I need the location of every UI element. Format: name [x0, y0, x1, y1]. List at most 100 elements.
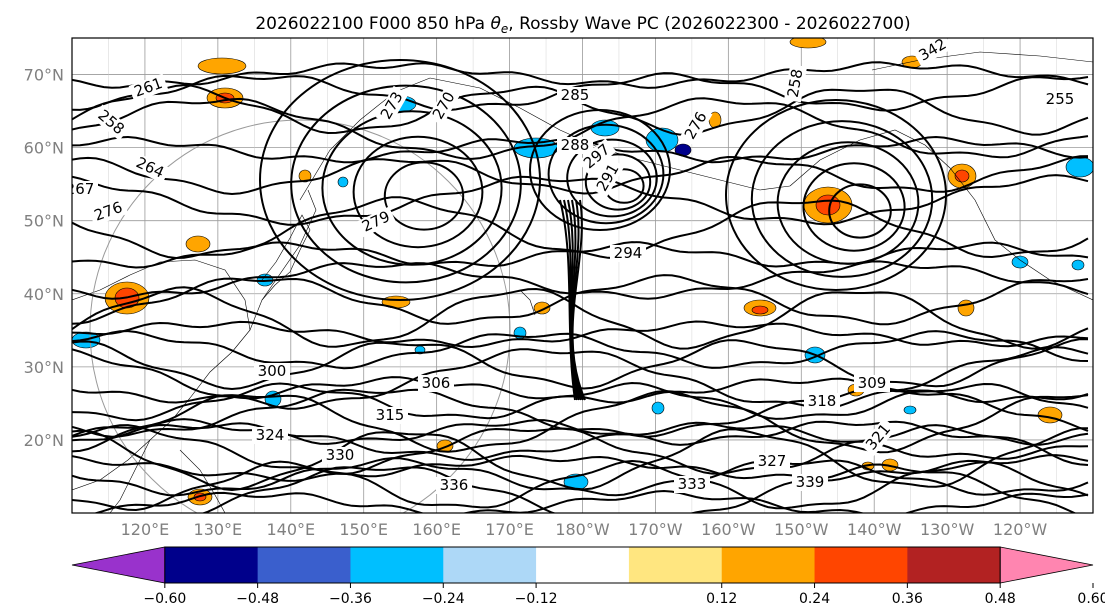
- colorbar-frame: [164, 546, 1001, 584]
- reference-circle: [89, 119, 511, 513]
- longitude-label: 120°E: [121, 520, 170, 539]
- latitude-label: 70°N: [24, 66, 64, 85]
- contour-label: 294: [614, 244, 643, 262]
- closed-contour: [725, 99, 947, 291]
- shaded-anomaly-region: [185, 235, 211, 253]
- contour-line: [72, 274, 1089, 326]
- contour-label: 255: [1046, 90, 1075, 108]
- shaded-anomaly-region: [789, 38, 827, 49]
- coastline: [261, 189, 317, 301]
- contour-label-background: [557, 87, 593, 104]
- contour-label-background: [674, 476, 710, 493]
- contour-line: [72, 72, 1089, 112]
- contour-line: [72, 97, 1089, 160]
- longitude-label: 130°W: [920, 520, 975, 539]
- shaded-anomaly-region: [1011, 255, 1029, 269]
- closed-contour: [259, 59, 541, 301]
- colorbar-tick-label: 0.12: [706, 591, 737, 606]
- colorbar-segment: [257, 547, 351, 583]
- contour-label-background: [754, 453, 790, 470]
- latitude-label: 20°N: [24, 431, 64, 450]
- contour-line: [72, 155, 1089, 196]
- contour-label: 324: [256, 426, 285, 444]
- closed-contour: [776, 141, 920, 265]
- contour-label-background: [1042, 91, 1078, 108]
- contour-label: 336: [440, 476, 469, 494]
- contour-label: 288: [561, 136, 590, 154]
- contour-label-background: [129, 152, 170, 184]
- closed-contour: [750, 120, 934, 278]
- contour-label-background: [72, 181, 98, 198]
- contour-label-background: [372, 407, 408, 424]
- closed-contour: [547, 123, 665, 225]
- colorbar-extend-high: [999, 546, 1094, 584]
- longitude-label: 140°E: [266, 520, 315, 539]
- contour-label: 267: [66, 180, 95, 198]
- colorbar-tick-label: 0.60: [1077, 591, 1105, 606]
- shaded-anomaly-region: [1065, 156, 1093, 178]
- latitude-label: 60°N: [24, 139, 64, 158]
- longitude-label: 120°W: [993, 520, 1048, 539]
- longitude-label: 130°E: [194, 520, 243, 539]
- latitude-label: 40°N: [24, 285, 64, 304]
- latitude-label: 30°N: [24, 358, 64, 377]
- contour-label: 318: [808, 392, 837, 410]
- colorbar-tick-label: −0.48: [236, 591, 279, 606]
- coastline: [519, 289, 536, 316]
- coastline: [299, 77, 431, 201]
- colorbar-segment: [350, 547, 444, 583]
- closed-contour: [828, 183, 892, 239]
- contour-label: 315: [376, 406, 405, 424]
- latitude-labels: 70°N 60°N 50°N 40°N 30°N 20°N: [24, 66, 64, 450]
- colorbar-extend-low: [71, 546, 166, 584]
- shaded-anomaly-region: [197, 57, 247, 75]
- closed-contour: [566, 138, 658, 218]
- contour-label-background: [679, 105, 713, 146]
- longitude-label: 170°E: [485, 520, 534, 539]
- contour-label-background: [252, 427, 288, 444]
- contour-label-background: [91, 104, 131, 141]
- contour-label: 258: [784, 67, 807, 98]
- closed-contour: [383, 161, 465, 231]
- contour-label-background: [804, 393, 840, 410]
- contour-label-background: [860, 417, 897, 457]
- shaded-anomaly-region: [954, 169, 970, 183]
- trough-contour: [571, 199, 586, 401]
- closed-contour: [584, 153, 652, 211]
- latitude-label: 50°N: [24, 212, 64, 231]
- contour-label-background: [418, 375, 454, 392]
- contour-line: [92, 489, 1089, 513]
- contour-line: [72, 389, 1089, 454]
- colorbar-segment: [721, 547, 816, 583]
- coastline: [72, 259, 251, 491]
- colorbar-tick-label: −0.36: [329, 591, 372, 606]
- contour-label-background: [436, 477, 472, 494]
- contour-label: 327: [758, 452, 787, 470]
- longitude-label: 140°W: [847, 520, 902, 539]
- contour-label-background: [88, 197, 129, 226]
- contour-label: 306: [422, 374, 451, 392]
- theta-e-contours: [72, 59, 1089, 513]
- closed-contour: [321, 110, 503, 266]
- contour-label: 300: [258, 362, 287, 380]
- contour-line: [72, 330, 1089, 370]
- longitude-label: 180°W: [555, 520, 610, 539]
- closed-contour: [290, 84, 522, 284]
- colorbar-segment: [536, 547, 630, 583]
- contour-label-background: [610, 245, 646, 262]
- colorbar-segment: [814, 547, 908, 583]
- coastline: [871, 51, 1093, 71]
- colorbar-segment: [907, 547, 1001, 583]
- contour-label-background: [375, 85, 409, 126]
- contour-label-background: [854, 375, 890, 392]
- contour-label-background: [356, 206, 397, 238]
- map-frame: [71, 37, 1094, 514]
- longitude-label: 160°E: [412, 520, 461, 539]
- shaded-anomaly-region: [903, 405, 917, 415]
- longitude-label: 150°E: [339, 520, 388, 539]
- contour-label-background: [254, 363, 290, 380]
- contour-line: [72, 457, 1089, 497]
- shaded-anomaly-region: [1071, 259, 1085, 271]
